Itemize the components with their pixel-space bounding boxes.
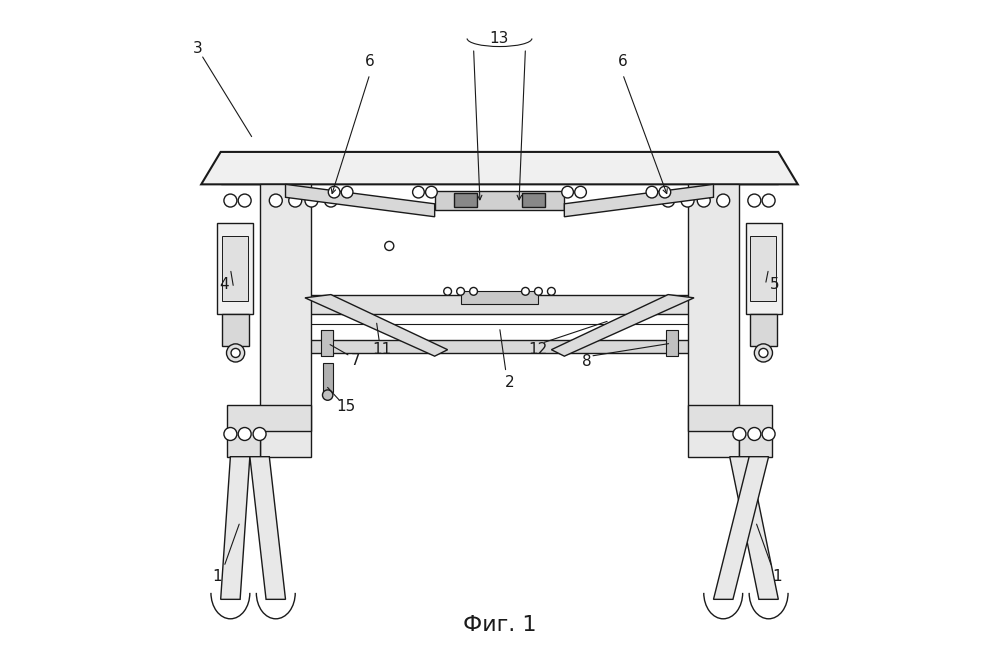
Circle shape (457, 288, 465, 295)
Polygon shape (729, 456, 778, 599)
Circle shape (413, 186, 425, 198)
Circle shape (385, 241, 394, 250)
Circle shape (305, 194, 318, 207)
Polygon shape (551, 294, 694, 356)
Bar (666, 330, 678, 356)
Polygon shape (305, 294, 694, 314)
Circle shape (646, 186, 657, 198)
Circle shape (224, 428, 237, 441)
Circle shape (716, 194, 729, 207)
Polygon shape (713, 456, 768, 599)
Circle shape (224, 194, 237, 207)
Polygon shape (292, 340, 707, 353)
Circle shape (681, 194, 694, 207)
Bar (321, 330, 333, 356)
Circle shape (323, 390, 333, 400)
Text: 8: 8 (582, 354, 591, 369)
Polygon shape (305, 294, 448, 356)
Text: 4: 4 (219, 277, 229, 292)
Polygon shape (435, 191, 564, 211)
Polygon shape (250, 456, 286, 599)
Text: 11: 11 (372, 342, 391, 357)
Polygon shape (260, 184, 312, 456)
Polygon shape (687, 405, 772, 456)
Circle shape (470, 288, 478, 295)
Text: 15: 15 (337, 398, 356, 413)
Text: 6: 6 (365, 54, 375, 69)
Text: 12: 12 (528, 342, 548, 357)
Text: 2: 2 (504, 375, 514, 390)
Text: 13: 13 (490, 31, 509, 46)
Polygon shape (687, 184, 739, 456)
Circle shape (270, 194, 283, 207)
Circle shape (759, 349, 768, 358)
Bar (222, 314, 249, 347)
Circle shape (534, 288, 542, 295)
Polygon shape (564, 184, 713, 216)
Circle shape (238, 194, 251, 207)
Circle shape (289, 194, 302, 207)
Circle shape (521, 288, 529, 295)
Circle shape (748, 428, 761, 441)
Bar (222, 236, 248, 301)
Circle shape (426, 186, 438, 198)
Polygon shape (286, 184, 435, 216)
Circle shape (762, 428, 775, 441)
Circle shape (661, 194, 674, 207)
Circle shape (342, 186, 353, 198)
Circle shape (325, 194, 338, 207)
Text: 1: 1 (772, 569, 782, 584)
Bar (750, 314, 777, 347)
Circle shape (561, 186, 573, 198)
Bar (323, 363, 333, 392)
Bar (461, 291, 538, 304)
Circle shape (659, 186, 670, 198)
Circle shape (748, 194, 761, 207)
Circle shape (754, 344, 772, 362)
Polygon shape (227, 405, 312, 456)
Circle shape (329, 186, 340, 198)
Text: 6: 6 (617, 54, 627, 69)
Text: 1: 1 (213, 569, 222, 584)
Circle shape (547, 288, 555, 295)
Text: Фиг. 1: Фиг. 1 (463, 615, 536, 635)
Bar (750, 236, 776, 301)
Circle shape (231, 349, 240, 358)
Bar (218, 223, 253, 314)
Circle shape (238, 428, 251, 441)
Circle shape (253, 428, 266, 441)
Circle shape (762, 194, 775, 207)
Circle shape (733, 428, 746, 441)
Polygon shape (201, 152, 798, 184)
Circle shape (444, 288, 452, 295)
Text: 3: 3 (193, 41, 203, 56)
Text: 7: 7 (351, 353, 361, 368)
Text: 5: 5 (770, 277, 780, 292)
Bar (522, 193, 544, 207)
Bar (455, 193, 477, 207)
Circle shape (227, 344, 245, 362)
Circle shape (574, 186, 586, 198)
Circle shape (697, 194, 710, 207)
Polygon shape (221, 456, 250, 599)
Bar (746, 223, 781, 314)
